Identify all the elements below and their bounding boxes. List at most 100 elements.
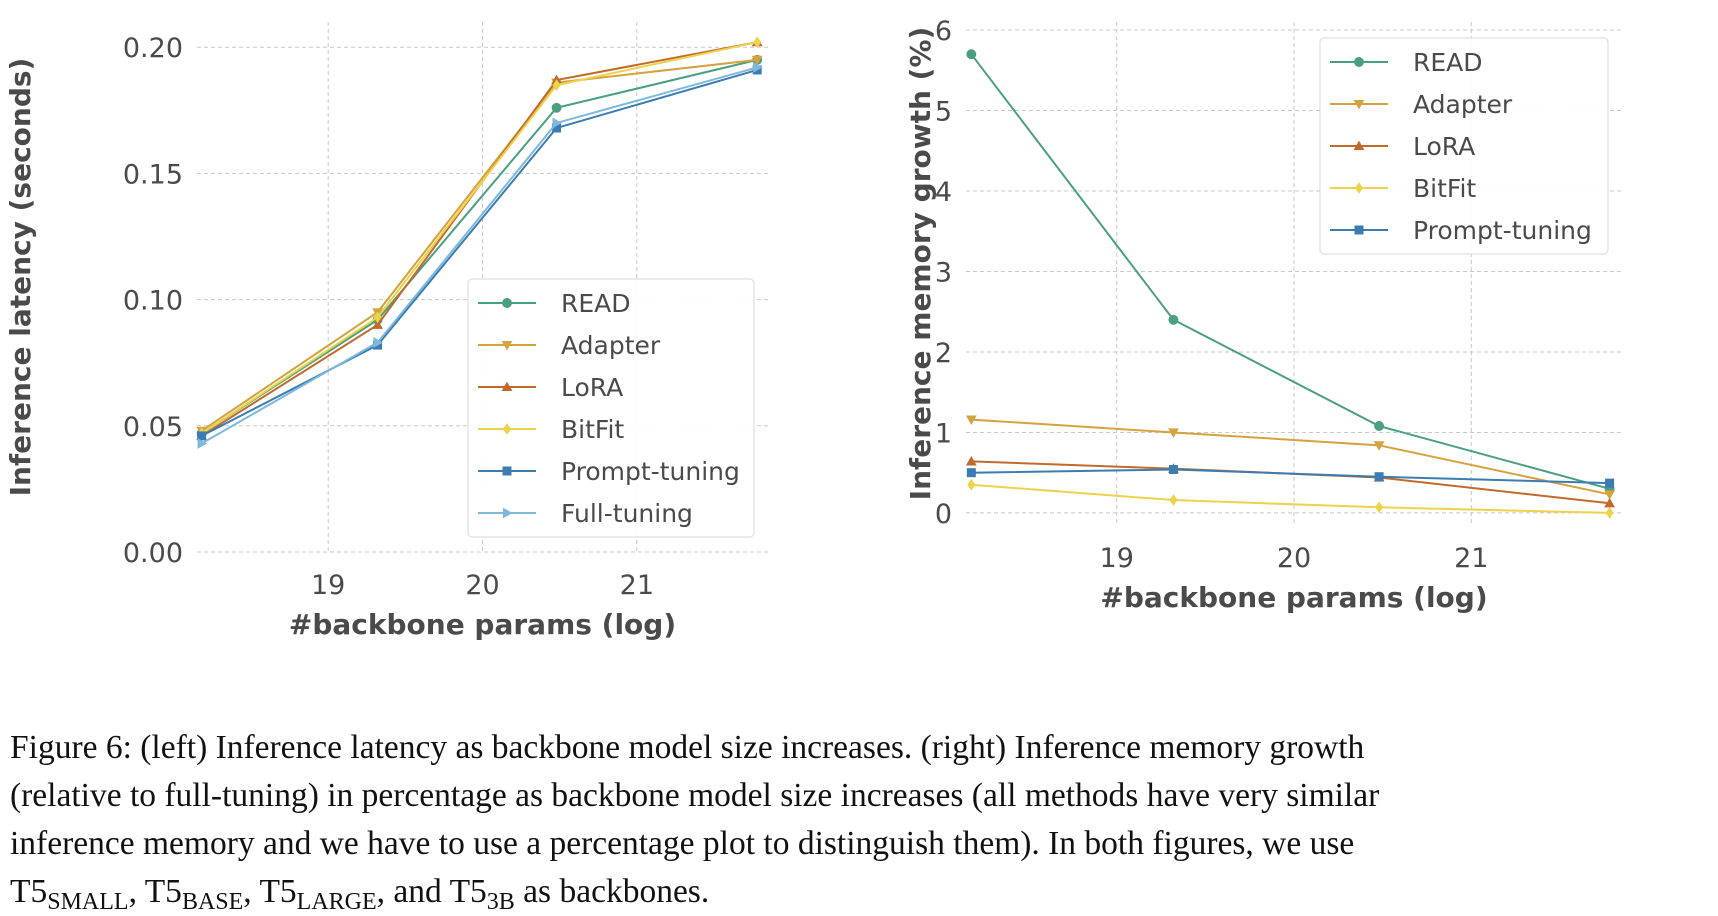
left-series-full-tuning	[197, 62, 763, 449]
right-legend-item: READ	[1330, 48, 1483, 77]
left-legend: READ Adapter LoRA BitFit Prompt-tuning Full-t…	[467, 278, 755, 538]
left-y-axis-label: Inference latency (seconds)	[4, 58, 37, 497]
right-legend-item: BitFit	[1330, 174, 1476, 203]
caption-t5-3b: T5	[449, 873, 487, 910]
left-legend-label: Adapter	[561, 331, 661, 360]
right-legend-marker	[1353, 140, 1365, 151]
left-data-point	[197, 438, 208, 449]
left-legend-label: LoRA	[561, 373, 623, 402]
right-data-point	[1168, 428, 1179, 438]
right-data-point	[1375, 501, 1384, 514]
left-data-point	[551, 102, 562, 113]
right-legend-label: Adapter	[1413, 90, 1513, 119]
caption-t5-small: T5	[10, 873, 48, 910]
left-legend-label: READ	[561, 289, 631, 318]
right-data-point	[966, 468, 976, 478]
right-series-line	[970, 53, 1610, 490]
left-legend-item: Prompt-tuning	[478, 457, 740, 486]
right-legend-box	[1319, 37, 1609, 255]
right-y-tick-label: 6	[935, 16, 952, 47]
left-data-point	[372, 319, 383, 329]
right-y-tick-label: 3	[935, 257, 952, 288]
left-legend-label: Prompt-tuning	[561, 457, 740, 486]
right-legend-label: READ	[1413, 48, 1483, 77]
left-x-tick-label: 21	[620, 570, 654, 601]
right-legend-marker	[1353, 99, 1365, 110]
right-data-point	[1374, 472, 1384, 482]
left-data-point	[197, 431, 207, 441]
left-legend-marker	[502, 507, 513, 519]
left-data-point	[373, 337, 383, 348]
left-data-point	[373, 311, 382, 324]
right-series-bitfit	[967, 478, 1614, 519]
right-data-point	[1604, 490, 1615, 500]
left-series-line	[201, 66, 758, 445]
right-data-point	[967, 478, 976, 491]
left-legend-marker	[502, 298, 512, 308]
right-series-line	[971, 483, 1610, 514]
right-legend-marker	[1354, 57, 1364, 67]
caption-line-2: (relative to full-tuning) in percentage …	[10, 777, 1380, 814]
caption-t5-large: T5	[259, 873, 297, 910]
right-legend-marker	[1354, 182, 1364, 194]
left-series-line	[201, 68, 758, 437]
right-y-tick-label: 4	[935, 177, 952, 208]
right-series-adapter	[965, 415, 1615, 500]
right-data-point	[1373, 441, 1385, 451]
left-legend-item: READ	[478, 289, 631, 318]
right-series-line	[971, 468, 1610, 485]
right-x-tick-label: 20	[1277, 543, 1311, 574]
right-series-line	[971, 460, 1610, 505]
right-x-tick-label: 19	[1100, 543, 1134, 574]
caption-line-4: T5SMALL, T5BASE, T5LARGE, and T53B as ba…	[10, 868, 1710, 916]
left-y-tick-label: 0.05	[123, 412, 183, 443]
right-data-point	[1168, 314, 1179, 325]
right-data-point	[966, 49, 977, 60]
left-legend-item: Adapter	[478, 331, 661, 360]
right-y-tick-label: 2	[935, 338, 952, 369]
right-y-tick-label: 1	[935, 418, 952, 449]
caption-and: , and	[376, 873, 450, 910]
caption-line-3: inference memory and we have to use a pe…	[10, 825, 1355, 862]
left-y-tick-label: 0.20	[123, 33, 183, 64]
right-data-point	[965, 456, 977, 466]
left-series-line	[201, 58, 758, 432]
right-chart-memory-growth: 0 1 2 3 4 5 6 19 20 21 #backbone params (log) Infer…	[904, 16, 1622, 614]
right-data-point	[1605, 478, 1615, 488]
right-legend-item: Prompt-tuning	[1330, 216, 1592, 245]
caption-sub-base: BASE	[181, 889, 244, 915]
left-data-point	[753, 62, 763, 73]
caption-ending: as backbones.	[514, 873, 710, 910]
caption-comma-1: ,	[128, 873, 145, 910]
figure-caption: Figure 6: (left) Inference latency as ba…	[10, 724, 1710, 916]
right-legend-item: Adapter	[1330, 90, 1513, 119]
right-y-tick-label: 5	[935, 97, 952, 128]
caption-sub-small: SMALL	[47, 889, 129, 915]
left-legend-item: BitFit	[478, 415, 624, 444]
left-chart-latency: 0.00 0.05 0.10 0.15 0.20 19 20 21 #backbone para…	[4, 22, 768, 641]
left-series-line	[201, 41, 758, 435]
right-data-point	[1374, 421, 1385, 431]
right-legend-item: LoRA	[1330, 132, 1475, 161]
left-legend-marker	[501, 381, 513, 392]
right-legend-marker	[1354, 225, 1364, 235]
right-y-axis-label: Inference memory growth (%)	[904, 27, 937, 501]
caption-t5-base: T5	[144, 873, 182, 910]
right-series-line	[971, 418, 1610, 496]
left-legend-label: BitFit	[561, 415, 624, 444]
left-y-tick-label: 0.15	[123, 159, 183, 190]
left-data-point	[751, 55, 763, 66]
right-x-tick-label: 21	[1454, 543, 1488, 574]
left-data-point	[552, 79, 561, 91]
right-y-tick-label: 0	[935, 499, 952, 530]
left-data-point	[552, 123, 562, 133]
caption-sub-3b: 3B	[486, 889, 515, 915]
right-data-point	[965, 415, 977, 425]
right-data-point	[1604, 497, 1615, 508]
left-data-point	[552, 117, 562, 129]
left-legend-label: Full-tuning	[561, 499, 693, 528]
right-data-point	[1605, 507, 1614, 519]
right-series-prompt-tuning	[966, 464, 1615, 488]
right-legend: READ Adapter LoRA BitFit Prompt-tuning	[1319, 37, 1609, 255]
